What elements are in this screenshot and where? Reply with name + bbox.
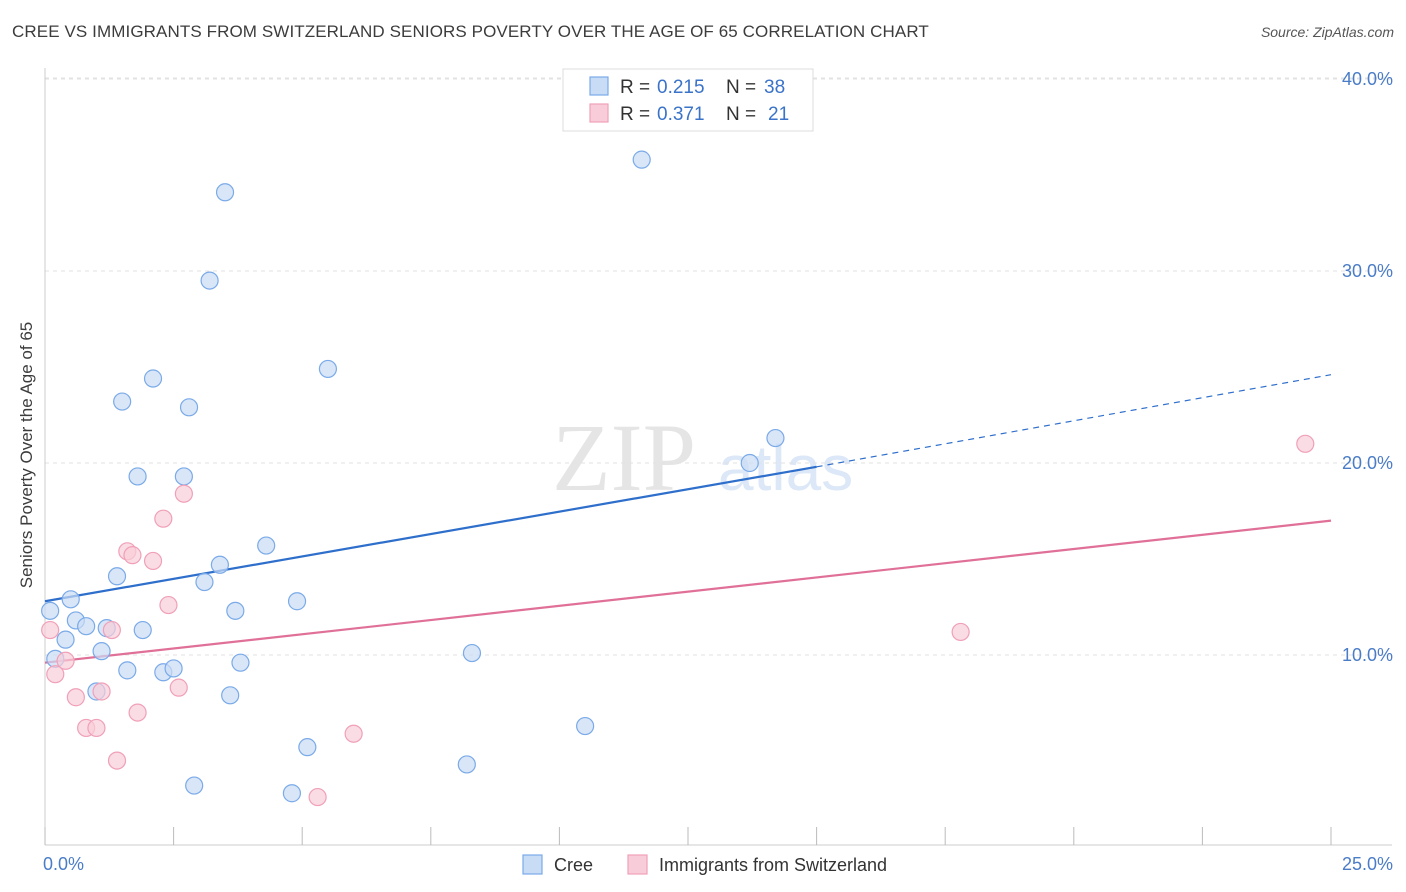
point-0-27: [257, 536, 276, 555]
point-1-8: [107, 751, 127, 770]
grid-lines: [45, 77, 1392, 656]
point-0-33: [462, 643, 482, 663]
legend-r-value-cree: 0.215: [657, 77, 705, 98]
legend-n-value-switzerland: 21: [768, 104, 789, 125]
point-1-2: [56, 651, 75, 670]
point-0-13: [133, 620, 152, 640]
legend-r-label-switzerland: R =: [620, 104, 650, 125]
trend-line-extension-0: [816, 374, 1332, 468]
watermark-atlas: atlas: [718, 432, 853, 504]
point-1-0: [41, 620, 60, 640]
legend-n-label-cree: N =: [726, 77, 756, 98]
trend-line-0: [44, 465, 817, 603]
point-0-22: [210, 555, 229, 574]
point-0-24: [221, 686, 240, 705]
point-1-15: [169, 678, 188, 697]
y-axis-label: Seniors Poverty Over the Age of 65: [17, 322, 36, 588]
point-1-17: [308, 787, 327, 807]
legend-n-value-cree: 38: [764, 77, 785, 98]
point-0-23: [215, 183, 235, 202]
point-0-34: [576, 716, 595, 736]
point-0-5: [77, 617, 96, 636]
point-0-12: [128, 467, 147, 486]
point-1-12: [143, 551, 163, 571]
point-0-21: [200, 271, 219, 290]
point-0-11: [118, 661, 137, 680]
point-1-6: [92, 682, 111, 701]
legend-swatch-cree: [589, 76, 609, 96]
legend-n-label-switzerland: N =: [726, 104, 756, 125]
y-tick-label-0: 10.0%: [1342, 645, 1393, 665]
point-0-29: [287, 592, 307, 611]
point-1-14: [159, 595, 178, 615]
series-legend: Cree Immigrants from Switzerland: [522, 854, 887, 875]
point-0-19: [185, 776, 204, 795]
y-tick-label-3: 40.0%: [1342, 69, 1393, 89]
x-tick-label-min: 0.0%: [43, 854, 84, 874]
point-1-10: [123, 546, 142, 565]
bottom-legend-label-switzerland: Immigrants from Switzerland: [659, 855, 887, 875]
point-0-10: [113, 392, 132, 411]
point-1-1: [46, 665, 65, 684]
point-0-20: [195, 572, 214, 592]
point-0-16: [164, 659, 183, 678]
tick-labels: 10.0% 20.0% 30.0% 40.0% 0.0% 25.0%: [43, 69, 1393, 874]
point-0-0: [41, 601, 60, 620]
trend-lines: [44, 374, 1332, 664]
axes: [44, 68, 1392, 846]
point-0-32: [457, 755, 476, 774]
data-points: [41, 150, 1315, 807]
point-1-3: [66, 688, 85, 707]
point-1-20: [1296, 434, 1315, 453]
point-1-11: [128, 703, 147, 722]
point-1-18: [344, 724, 363, 743]
bottom-legend-label-cree: Cree: [554, 855, 593, 875]
point-0-37: [766, 428, 785, 448]
legend-r-label-cree: R =: [620, 77, 650, 98]
point-0-35: [632, 150, 651, 169]
trend-line-1: [44, 519, 1332, 664]
point-1-7: [102, 620, 121, 640]
point-0-17: [174, 467, 193, 486]
chart-title: CREE VS IMMIGRANTS FROM SWITZERLAND SENI…: [12, 22, 929, 41]
point-0-28: [282, 784, 302, 803]
x-tick-label-max: 25.0%: [1342, 854, 1393, 874]
point-0-25: [226, 601, 245, 620]
stats-legend: R = 0.215 N = 38 R = 0.371 N = 21: [562, 68, 814, 132]
watermark-zip: ZIP: [552, 404, 696, 511]
bottom-legend-swatch-switzerland: [627, 854, 648, 875]
y-tick-label-2: 30.0%: [1342, 261, 1393, 281]
legend-r-value-switzerland: 0.371: [657, 104, 705, 125]
point-0-31: [318, 359, 338, 379]
point-0-36: [740, 453, 759, 473]
y-tick-label-1: 20.0%: [1342, 453, 1393, 473]
legend-swatch-switzerland: [589, 103, 609, 123]
point-0-18: [179, 398, 199, 417]
source-credit: Source: ZipAtlas.com: [1260, 24, 1394, 40]
point-0-2: [56, 630, 75, 649]
point-0-14: [143, 369, 163, 388]
bottom-legend-swatch-cree: [522, 854, 543, 875]
point-1-16: [174, 484, 193, 503]
point-1-5: [87, 718, 106, 738]
point-1-19: [951, 622, 970, 642]
point-0-7: [92, 642, 111, 661]
point-1-13: [154, 509, 173, 528]
point-0-30: [298, 738, 317, 757]
point-0-26: [231, 653, 250, 672]
point-0-9: [107, 567, 127, 586]
point-0-3: [61, 590, 80, 609]
